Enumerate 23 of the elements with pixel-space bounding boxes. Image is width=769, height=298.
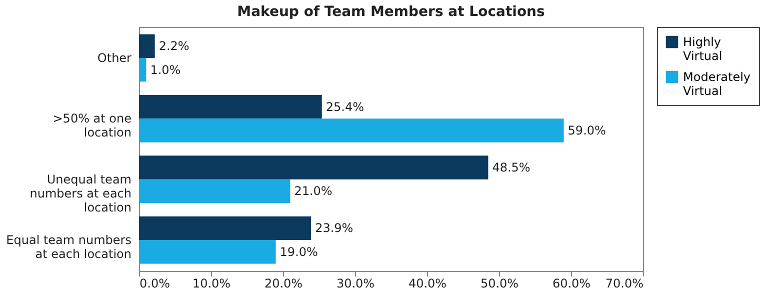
data-label: 2.2% [158,39,190,54]
data-label: 25.4% [326,100,364,114]
x-tick-label: 60.0% [552,276,591,290]
y-tick-label: Unequal team numbers at each location [30,172,132,214]
x-tick-label: 70.0% [605,276,644,290]
y-tick-label: Other [97,50,132,65]
data-label: 21.0% [294,184,332,198]
x-tick-label: 0.0% [140,276,170,290]
data-label: 19.0% [280,244,318,259]
data-label: 1.0% [150,62,181,77]
chart-title: Makeup of Team Members at Locations [237,4,545,20]
x-tick-label: 40.0% [408,276,447,290]
data-label: 48.5% [492,160,530,175]
legend-label: Highly Virtual [683,35,722,63]
data-label: 59.0% [568,123,606,138]
x-tick-label: 10.0% [192,276,231,290]
y-tick-label: >50% at one location [52,112,132,140]
legend-label: Moderately Virtual [683,70,751,98]
x-tick-label: 20.0% [264,276,303,290]
y-tick-label: Equal team numbers at each location [6,233,132,262]
data-label: 23.9% [315,221,354,236]
x-tick-label: 30.0% [336,276,375,290]
x-tick-label: 50.0% [480,276,519,290]
